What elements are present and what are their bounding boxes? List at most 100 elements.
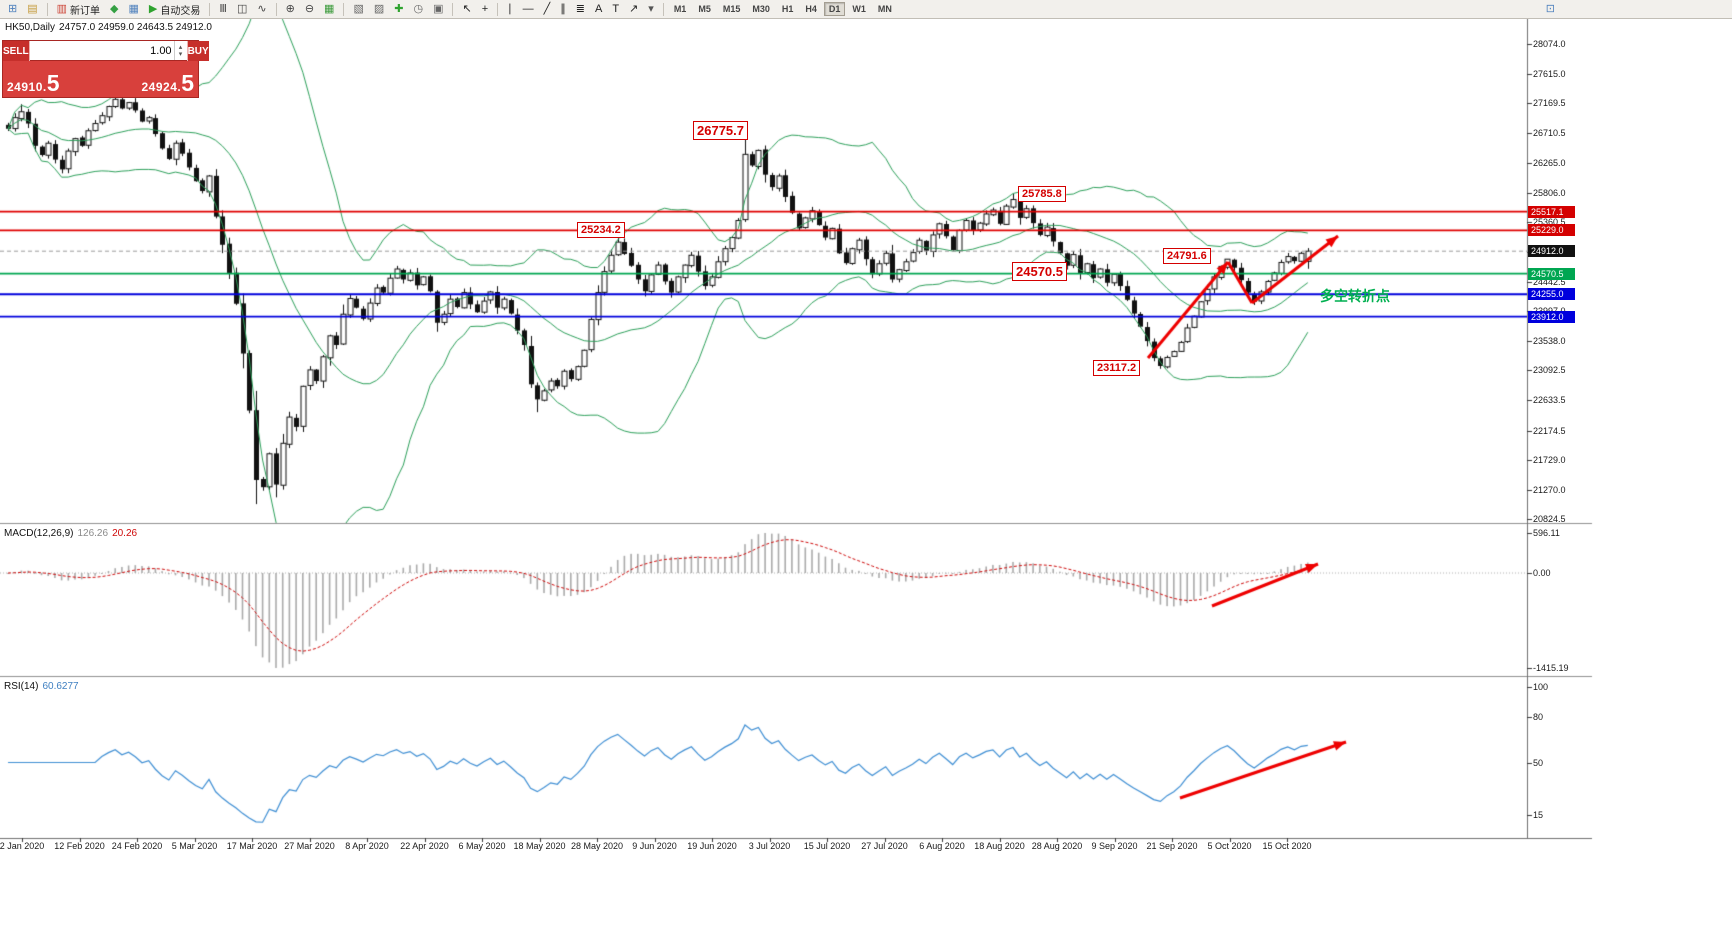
price-tick-label: 26710.5 <box>1533 128 1566 139</box>
objects-dropdown-icon[interactable]: ▾ <box>644 1 658 17</box>
sell-price[interactable]: 24910. 5 <box>7 70 60 97</box>
price-tick-label: 20824.5 <box>1533 514 1566 524</box>
macd-tick-label: 0.00 <box>1533 568 1551 578</box>
timeframe-m5[interactable]: M5 <box>698 4 711 14</box>
fibonacci-tool[interactable]: ≣ <box>572 1 589 17</box>
navigator-icon[interactable]: ▧ <box>349 1 367 17</box>
date-tick-label: 8 Apr 2020 <box>345 841 389 851</box>
sell-button[interactable]: SELL <box>3 41 30 61</box>
date-tick-label: 3 Jul 2020 <box>748 841 791 851</box>
terminal-icon[interactable]: ▨ <box>370 1 388 17</box>
tile-windows-icon[interactable]: ▦ <box>320 1 338 17</box>
price-callout[interactable]: 24570.5 <box>1012 262 1067 281</box>
volume-up-icon[interactable]: ▴ <box>178 43 183 51</box>
zoom-in-button[interactable]: ⊕ <box>282 1 299 17</box>
date-tick-label: 18 May 2020 <box>513 841 566 851</box>
timeframe-h4[interactable]: H4 <box>805 4 817 14</box>
price-callout[interactable]: 25234.2 <box>577 222 625 238</box>
price-callout[interactable]: 23117.2 <box>1093 360 1141 376</box>
charts-icon-icon: ▦ <box>128 3 139 15</box>
date-tick-label: 27 Mar 2020 <box>284 841 335 851</box>
price-tick-label: 22174.5 <box>1533 425 1566 436</box>
indicators-icon: ✚ <box>394 3 404 15</box>
zoom-out-button[interactable]: ⊖ <box>301 1 318 17</box>
horizontal-line-tool[interactable]: ― <box>519 1 538 17</box>
trendline-tool[interactable]: ╱ <box>540 1 555 17</box>
crosshair-tool[interactable]: + <box>478 1 492 17</box>
one-click-trading-widget: SELL ▴ ▾ BUY 24910.5 24924.5 <box>2 40 209 98</box>
charts-icon[interactable]: ▦ <box>125 1 143 17</box>
line-chart-mode-icon[interactable]: ∿ <box>253 1 270 17</box>
terminal-icon-icon: ▨ <box>373 3 385 15</box>
arrows-tool[interactable]: ↗ <box>625 1 642 17</box>
date-tick-label: 17 Mar 2020 <box>226 841 278 851</box>
buy-button[interactable]: BUY <box>186 41 209 61</box>
text-tool[interactable]: A <box>591 1 606 17</box>
price-callout[interactable]: 25785.8 <box>1018 186 1066 202</box>
timeframe-w1[interactable]: W1 <box>852 4 866 14</box>
price-axis-badge: 24255.0 <box>1528 288 1575 301</box>
cursor-tool[interactable]: ↖ <box>458 1 475 17</box>
indicators-button[interactable]: ✚ <box>390 1 407 17</box>
zoom-out-icon: ⊖ <box>304 3 315 15</box>
date-tick-label: 5 Mar 2020 <box>171 841 218 851</box>
new-order-button[interactable]: ▥ 新订单 <box>53 1 104 17</box>
period-button[interactable]: ◷ <box>409 1 427 17</box>
volume-down-icon[interactable]: ▾ <box>178 50 183 58</box>
chart-title: HK50,Daily 24757.0 24959.0 24643.5 24912.… <box>5 22 216 33</box>
price-tick-label: 21729.0 <box>1533 454 1566 465</box>
price-tick-label: 25806.0 <box>1533 187 1566 198</box>
timeframe-mn[interactable]: MN <box>877 4 892 14</box>
timeframe-m15[interactable]: M15 <box>722 4 741 14</box>
channel-tool[interactable]: ∥ <box>556 1 570 17</box>
price-callout[interactable]: 26775.7 <box>693 121 748 140</box>
date-tick-label: 22 Apr 2020 <box>400 841 449 851</box>
bar-chart-mode-icon[interactable]: Ⅲ <box>215 1 231 17</box>
price-callout[interactable]: 24791.6 <box>1163 248 1211 264</box>
date-tick-label: 27 Jul 2020 <box>861 841 908 851</box>
timeframe-m1[interactable]: M1 <box>673 4 687 14</box>
buy-price[interactable]: 24924. 5 <box>141 70 195 97</box>
candlestick-mode-icon[interactable]: ◫ <box>233 1 251 17</box>
date-tick-label: 24 Feb 2020 <box>111 841 163 851</box>
text-icon: A <box>594 3 603 15</box>
trendline-icon: ╱ <box>543 3 551 15</box>
toolbar-button-label: 自动交易 <box>160 5 201 17</box>
volume-input[interactable] <box>29 41 174 60</box>
price-tick-label: 27615.0 <box>1533 69 1566 80</box>
vertical-line-tool[interactable]: ∣ <box>503 1 517 17</box>
profiles-button[interactable]: ▤ <box>23 1 41 17</box>
label-tool[interactable]: T <box>608 1 623 17</box>
crosshair-icon: + <box>481 3 489 15</box>
price-tick-label: 26265.0 <box>1533 157 1566 168</box>
timeframe-d1[interactable]: D1 <box>823 2 846 16</box>
vertical-line-icon: ∣ <box>507 3 513 15</box>
chart-search-icon[interactable]: ⊡ <box>1542 1 1559 17</box>
chart-symbol-period: HK50,Daily <box>5 22 56 33</box>
date-tick-label: 15 Jul 2020 <box>803 841 851 851</box>
templates-icon: ▣ <box>433 3 444 15</box>
volume-spinner: ▴ ▾ <box>173 41 187 60</box>
timeframe-m30[interactable]: M30 <box>752 4 770 14</box>
price-tick-label: 22633.5 <box>1533 395 1566 406</box>
date-tick-label: 28 May 2020 <box>570 841 624 851</box>
timeframe-h1[interactable]: H1 <box>781 4 794 14</box>
rsi-tick-label: 15 <box>1533 810 1544 821</box>
date-tick-label: 21 Sep 2020 <box>1146 841 1198 851</box>
date-tick-label: 19 Jun 2020 <box>687 841 737 851</box>
price-tick-label: 27169.5 <box>1533 98 1566 109</box>
rsi-tick-label: 80 <box>1533 712 1544 723</box>
chart-text-annotation[interactable]: 多空转折点 <box>1320 288 1390 304</box>
auto-trading-button[interactable]: ▶ 自动交易 <box>145 1 204 17</box>
rsi-indicator-label: RSI(14) 60.6277 <box>4 681 79 692</box>
date-tick-label: 5 Oct 2020 <box>1207 841 1252 851</box>
templates-button[interactable]: ▣ <box>429 1 447 17</box>
price-axis-badge: 25517.1 <box>1528 205 1575 218</box>
new-chart-button[interactable]: ⊞ <box>4 1 21 17</box>
date-tick-label: 6 May 2020 <box>458 841 506 851</box>
chart-ohlc-values: 24757.0 24959.0 24643.5 24912.0 <box>59 22 212 33</box>
fibonacci-icon: ≣ <box>575 3 585 15</box>
price-axis-badge: 25229.0 <box>1528 224 1575 237</box>
mql5-community-icon[interactable]: ◆ <box>106 1 122 17</box>
